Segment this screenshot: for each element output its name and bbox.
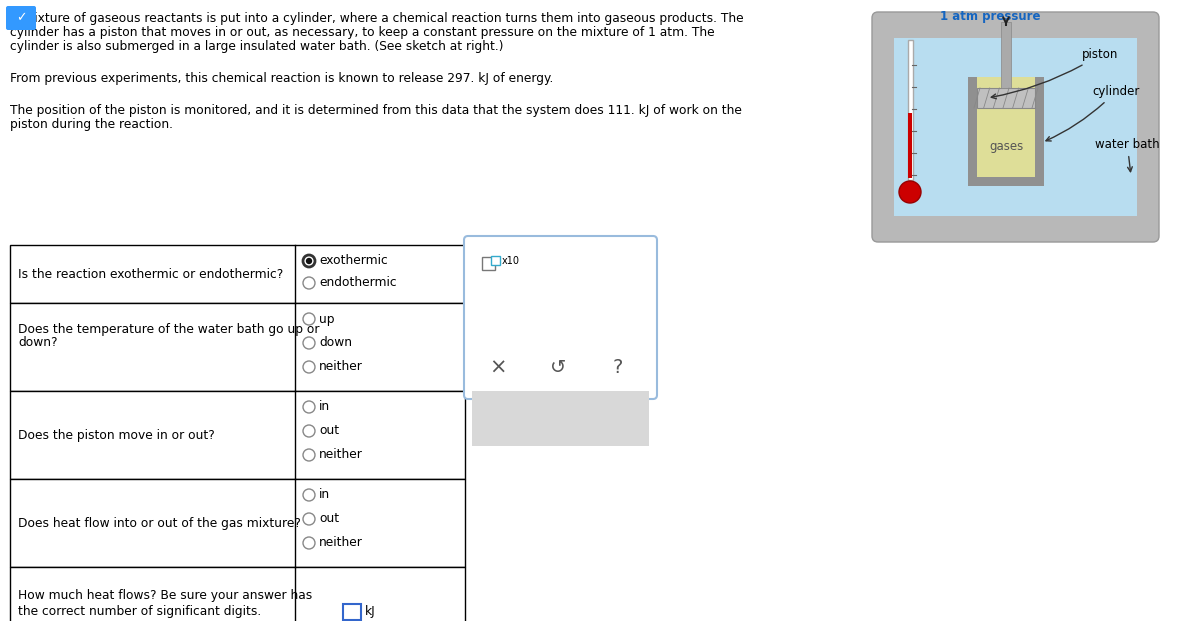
Text: endothermic: endothermic <box>319 276 397 289</box>
Text: A mixture of gaseous reactants is put into a cylinder, where a chemical reaction: A mixture of gaseous reactants is put in… <box>10 12 744 25</box>
Text: ✓: ✓ <box>16 12 26 24</box>
Text: piston: piston <box>991 48 1118 99</box>
Bar <box>977 77 1034 177</box>
Text: cylinder is also submerged in a large insulated water bath. (See sketch at right: cylinder is also submerged in a large in… <box>10 40 504 53</box>
Bar <box>343 604 361 620</box>
Bar <box>472 391 649 446</box>
Circle shape <box>302 277 314 289</box>
Bar <box>908 113 912 178</box>
FancyBboxPatch shape <box>872 12 1159 242</box>
Circle shape <box>899 181 922 203</box>
Text: ?: ? <box>613 358 623 377</box>
Text: cylinder has a piston that moves in or out, as necessary, to keep a constant pre: cylinder has a piston that moves in or o… <box>10 26 715 39</box>
Circle shape <box>302 361 314 373</box>
Text: cylinder: cylinder <box>1046 85 1139 141</box>
Circle shape <box>302 255 314 267</box>
Circle shape <box>302 449 314 461</box>
Circle shape <box>302 513 314 525</box>
FancyBboxPatch shape <box>6 6 36 30</box>
Text: ↺: ↺ <box>550 358 566 377</box>
Circle shape <box>302 313 314 325</box>
Text: in: in <box>319 401 330 414</box>
Bar <box>894 38 1138 216</box>
Circle shape <box>302 401 314 413</box>
Circle shape <box>302 337 314 349</box>
Bar <box>10 303 466 391</box>
Circle shape <box>306 258 312 264</box>
Text: the correct number of significant digits.: the correct number of significant digits… <box>18 604 262 617</box>
Text: x10: x10 <box>502 256 520 266</box>
Text: down: down <box>319 337 352 350</box>
Bar <box>10 567 466 621</box>
Text: gases: gases <box>989 140 1024 153</box>
Circle shape <box>302 537 314 549</box>
Bar <box>1034 77 1044 177</box>
Bar <box>977 88 1034 108</box>
Bar <box>482 257 496 270</box>
Text: out: out <box>319 512 340 525</box>
Circle shape <box>302 489 314 501</box>
Text: Does heat flow into or out of the gas mixture?: Does heat flow into or out of the gas mi… <box>18 517 301 530</box>
Bar <box>10 245 466 303</box>
Text: 1 atm pressure: 1 atm pressure <box>940 10 1040 23</box>
Text: Does the temperature of the water bath go up or: Does the temperature of the water bath g… <box>18 322 319 335</box>
Bar <box>491 256 500 265</box>
Circle shape <box>302 425 314 437</box>
Text: From previous experiments, this chemical reaction is known to release 297. kJ of: From previous experiments, this chemical… <box>10 72 553 85</box>
FancyBboxPatch shape <box>464 236 658 399</box>
Text: down?: down? <box>18 337 58 350</box>
Text: Is the reaction exothermic or endothermic?: Is the reaction exothermic or endothermi… <box>18 268 283 281</box>
Bar <box>908 40 913 180</box>
Text: exothermic: exothermic <box>319 255 388 268</box>
Text: The position of the piston is monitored, and it is determined from this data tha: The position of the piston is monitored,… <box>10 104 742 117</box>
Bar <box>968 77 977 177</box>
Text: neither: neither <box>319 361 362 373</box>
Text: piston during the reaction.: piston during the reaction. <box>10 118 173 131</box>
Text: up: up <box>319 312 335 325</box>
Bar <box>968 177 1044 186</box>
Text: kJ: kJ <box>365 605 376 619</box>
Text: out: out <box>319 425 340 438</box>
Text: water bath: water bath <box>1096 138 1159 171</box>
Text: in: in <box>319 489 330 502</box>
Text: How much heat flows? Be sure your answer has: How much heat flows? Be sure your answer… <box>18 589 312 602</box>
Text: Does the piston move in or out?: Does the piston move in or out? <box>18 428 215 442</box>
Text: ×: × <box>490 358 506 378</box>
Text: neither: neither <box>319 537 362 550</box>
Bar <box>10 391 466 479</box>
Bar <box>10 479 466 567</box>
Bar <box>1001 22 1010 88</box>
Text: neither: neither <box>319 448 362 461</box>
